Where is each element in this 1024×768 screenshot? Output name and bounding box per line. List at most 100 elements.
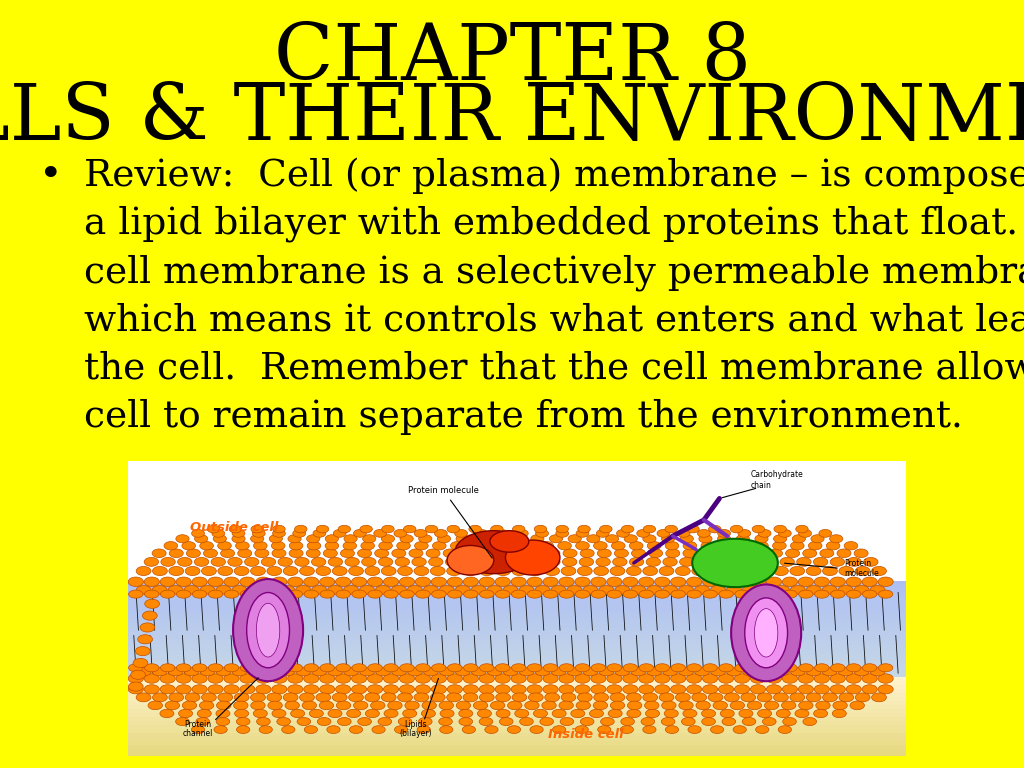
Ellipse shape — [854, 549, 868, 558]
Ellipse shape — [839, 693, 854, 702]
Ellipse shape — [515, 529, 528, 538]
Ellipse shape — [432, 541, 446, 550]
Ellipse shape — [414, 529, 427, 538]
Ellipse shape — [830, 577, 846, 587]
Ellipse shape — [631, 667, 646, 676]
Ellipse shape — [446, 693, 462, 702]
Ellipse shape — [545, 693, 559, 702]
Ellipse shape — [599, 667, 613, 676]
Ellipse shape — [503, 667, 518, 676]
Ellipse shape — [751, 674, 766, 684]
Ellipse shape — [229, 525, 242, 533]
Ellipse shape — [719, 674, 733, 684]
Ellipse shape — [129, 590, 143, 598]
Ellipse shape — [790, 693, 805, 702]
Ellipse shape — [730, 701, 744, 710]
Ellipse shape — [456, 667, 470, 676]
Ellipse shape — [822, 567, 838, 575]
Ellipse shape — [567, 585, 582, 594]
Ellipse shape — [713, 701, 727, 710]
Ellipse shape — [224, 664, 239, 672]
Bar — [128, 670, 906, 674]
Ellipse shape — [254, 541, 267, 550]
Ellipse shape — [624, 535, 637, 543]
Ellipse shape — [352, 664, 367, 672]
Ellipse shape — [574, 685, 590, 694]
Ellipse shape — [630, 541, 643, 550]
Ellipse shape — [484, 726, 498, 733]
Ellipse shape — [144, 599, 160, 608]
Ellipse shape — [494, 535, 507, 543]
Ellipse shape — [559, 701, 573, 710]
Ellipse shape — [195, 558, 209, 566]
Ellipse shape — [348, 567, 364, 575]
Ellipse shape — [719, 541, 732, 550]
Ellipse shape — [814, 710, 827, 717]
Text: CHAPTER 8: CHAPTER 8 — [273, 19, 751, 95]
Ellipse shape — [676, 567, 690, 575]
Ellipse shape — [397, 567, 413, 575]
Ellipse shape — [256, 590, 270, 598]
Ellipse shape — [471, 585, 486, 594]
Text: Protein molecule: Protein molecule — [409, 486, 493, 558]
Ellipse shape — [284, 693, 298, 702]
Bar — [128, 634, 906, 638]
Ellipse shape — [408, 585, 422, 594]
Ellipse shape — [216, 710, 230, 717]
Ellipse shape — [269, 535, 283, 543]
Ellipse shape — [447, 674, 463, 684]
Ellipse shape — [399, 685, 415, 694]
Ellipse shape — [519, 585, 534, 594]
Ellipse shape — [648, 549, 663, 558]
Ellipse shape — [833, 701, 847, 710]
Ellipse shape — [479, 717, 493, 726]
Ellipse shape — [701, 541, 715, 550]
Ellipse shape — [218, 567, 232, 575]
Ellipse shape — [416, 590, 430, 598]
Ellipse shape — [375, 549, 389, 558]
Bar — [128, 604, 906, 607]
Ellipse shape — [447, 577, 463, 587]
Ellipse shape — [522, 541, 536, 550]
Ellipse shape — [317, 717, 331, 726]
Ellipse shape — [424, 667, 438, 676]
Ellipse shape — [811, 535, 824, 543]
Ellipse shape — [461, 549, 474, 558]
Ellipse shape — [607, 590, 622, 598]
Ellipse shape — [252, 529, 265, 538]
Ellipse shape — [711, 726, 724, 733]
Ellipse shape — [312, 585, 327, 594]
Ellipse shape — [528, 549, 543, 558]
Ellipse shape — [551, 667, 566, 676]
Ellipse shape — [496, 567, 511, 575]
Ellipse shape — [475, 529, 487, 538]
Ellipse shape — [429, 558, 443, 566]
Ellipse shape — [208, 590, 223, 598]
Ellipse shape — [799, 664, 813, 672]
Ellipse shape — [291, 710, 305, 717]
Ellipse shape — [746, 558, 761, 566]
Ellipse shape — [563, 549, 578, 558]
Ellipse shape — [394, 529, 407, 538]
Ellipse shape — [577, 701, 591, 710]
Ellipse shape — [307, 541, 321, 550]
Ellipse shape — [336, 685, 351, 694]
Ellipse shape — [353, 529, 367, 538]
Ellipse shape — [218, 693, 232, 702]
Ellipse shape — [578, 693, 592, 702]
Ellipse shape — [321, 664, 335, 672]
Ellipse shape — [129, 664, 143, 672]
Ellipse shape — [193, 685, 207, 694]
Ellipse shape — [671, 577, 686, 587]
Ellipse shape — [702, 685, 718, 694]
Ellipse shape — [567, 667, 582, 676]
Ellipse shape — [654, 674, 670, 684]
Ellipse shape — [176, 685, 191, 694]
Ellipse shape — [806, 693, 821, 702]
Ellipse shape — [683, 549, 697, 558]
Ellipse shape — [459, 717, 472, 726]
Ellipse shape — [496, 674, 510, 684]
Ellipse shape — [752, 549, 765, 558]
Bar — [128, 591, 906, 594]
Ellipse shape — [621, 726, 634, 733]
